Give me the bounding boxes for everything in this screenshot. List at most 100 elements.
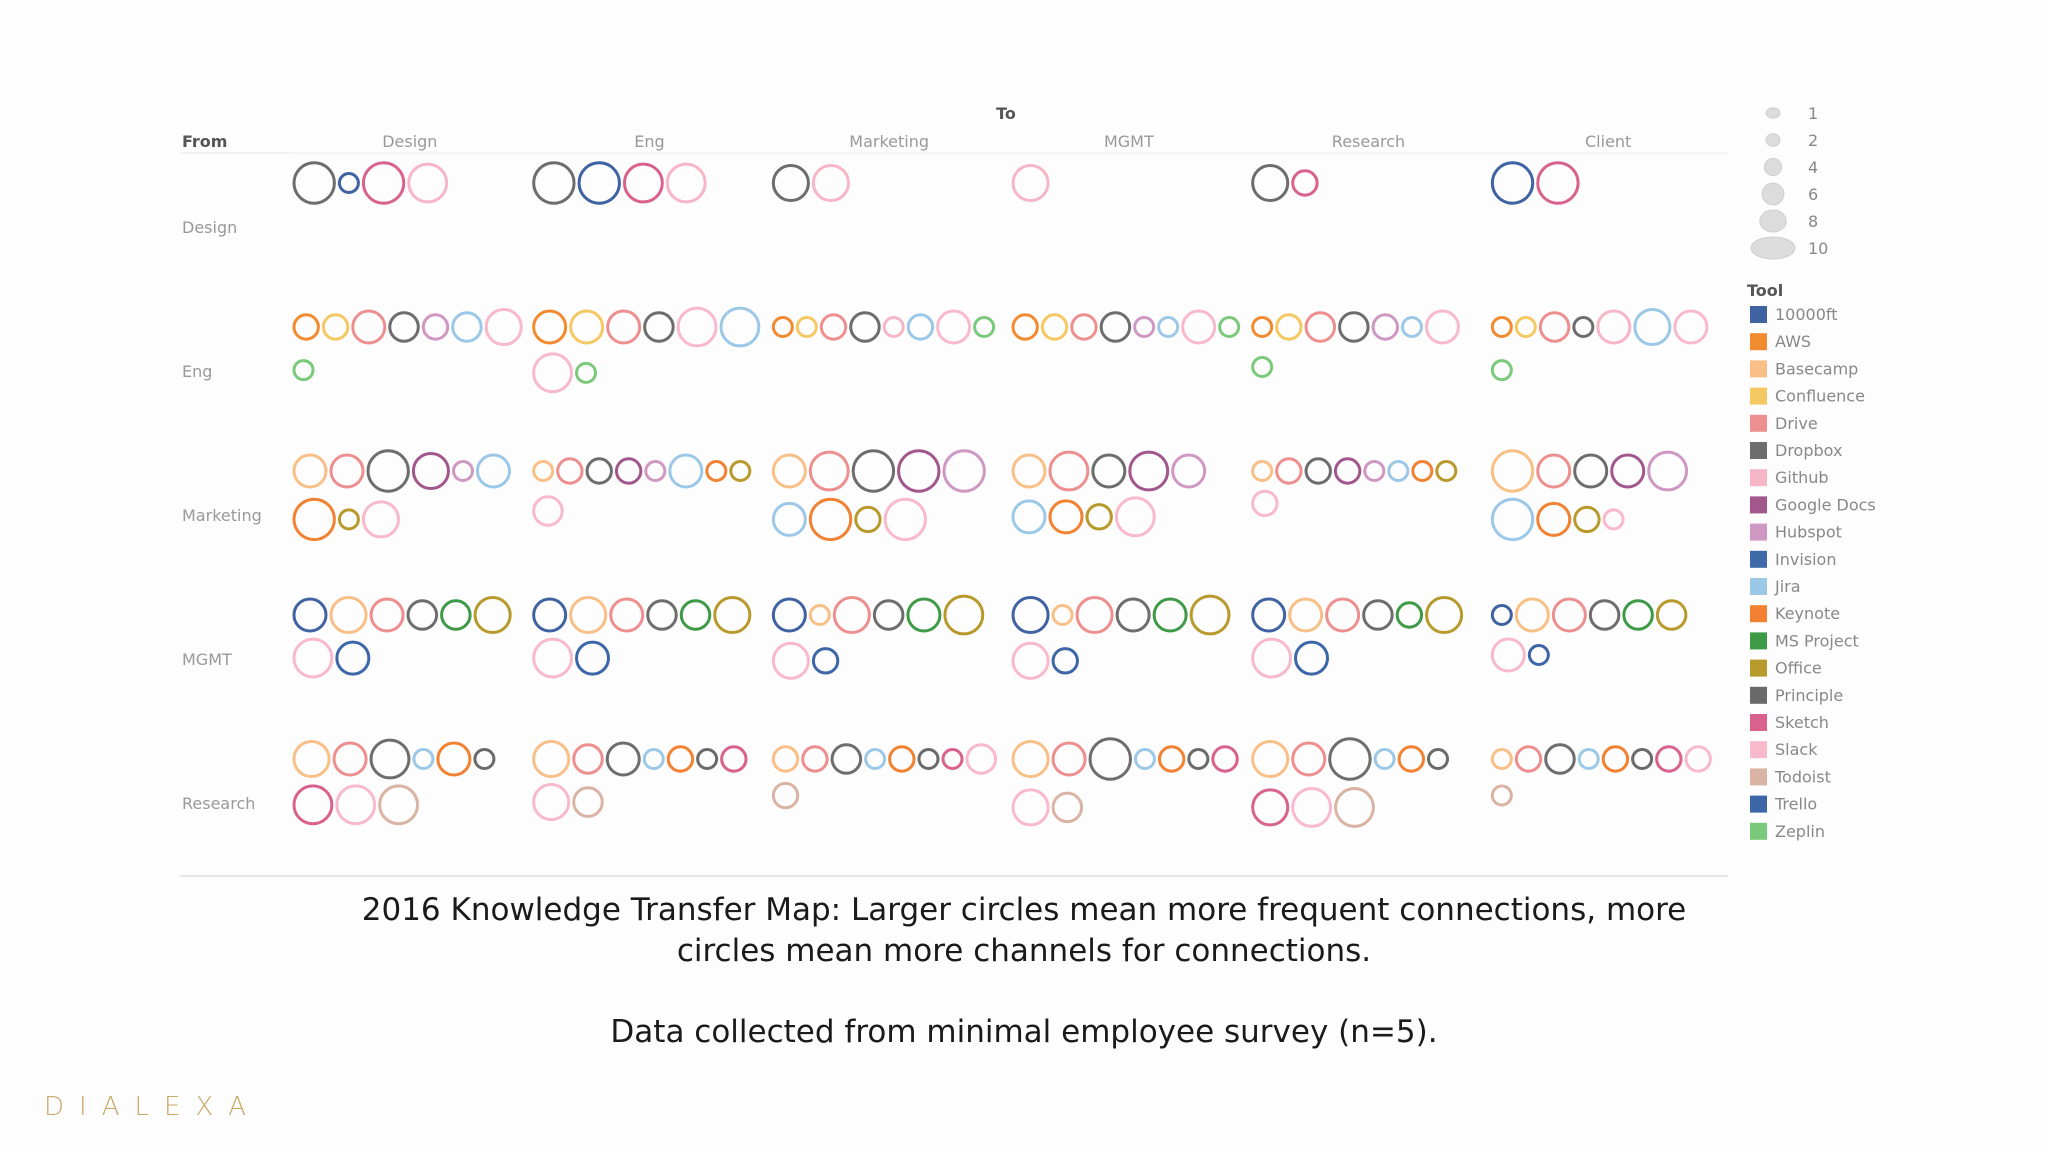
mark-mgmt-to-design-slack-6 bbox=[292, 637, 334, 679]
tool-label-confluence: Confluence bbox=[1775, 387, 1865, 406]
mark-research-to-mgmt-sketch-6 bbox=[1211, 745, 1239, 773]
mark-design-to-marketing-dropbox-0 bbox=[771, 163, 810, 203]
mark-marketing-to-marketing-office-7 bbox=[854, 505, 882, 534]
tool-swatch-google-docs bbox=[1750, 496, 1767, 514]
mark-eng-to-marketing-github-4 bbox=[882, 316, 905, 338]
size-legend-swatch-10 bbox=[1750, 236, 1796, 260]
size-legend-label-10: 10 bbox=[1808, 239, 1828, 258]
mark-mgmt-to-mgmt-slack-6 bbox=[1011, 641, 1050, 680]
mark-eng-to-eng-aws-0 bbox=[532, 309, 568, 345]
mark-research-to-marketing-dropbox-2 bbox=[830, 743, 863, 775]
mark-research-to-client-jira-3 bbox=[1577, 748, 1600, 770]
mark-eng-to-marketing-drive-2 bbox=[819, 313, 848, 341]
tool-label-sketch: Sketch bbox=[1775, 713, 1829, 732]
mark-design-to-eng-10000ft-1 bbox=[577, 161, 621, 205]
tool-swatch-aws bbox=[1750, 333, 1767, 351]
mark-research-to-design-jira-3 bbox=[412, 748, 435, 770]
tool-swatch-todoist bbox=[1750, 768, 1767, 786]
size-legend-label-2: 2 bbox=[1808, 131, 1818, 150]
mark-marketing-to-design-drive-1 bbox=[329, 453, 365, 489]
row-label-research: Research bbox=[182, 794, 255, 813]
mark-research-to-mgmt-dropbox-2 bbox=[1088, 737, 1132, 781]
mark-eng-to-research-drive-2 bbox=[1304, 311, 1337, 343]
mark-eng-to-marketing-confluence-1 bbox=[795, 316, 818, 338]
mark-marketing-to-eng-hubspot-4 bbox=[644, 460, 667, 482]
mark-research-to-design-sketch-6 bbox=[292, 784, 334, 826]
mark-mgmt-to-research-10000ft-0 bbox=[1251, 597, 1287, 633]
mark-research-to-eng-slack-7 bbox=[532, 783, 571, 822]
tool-label-todoist: Todoist bbox=[1774, 767, 1831, 786]
mark-research-to-mgmt-drive-1 bbox=[1051, 741, 1087, 777]
mark-research-to-eng-todoist-8 bbox=[572, 786, 604, 818]
tool-label-principle: Principle bbox=[1775, 686, 1843, 705]
mark-mgmt-to-eng-office-5 bbox=[713, 595, 752, 635]
mark-marketing-to-research-google-docs-3 bbox=[1333, 457, 1362, 485]
mark-research-to-marketing-sketch-6 bbox=[941, 748, 964, 770]
mark-marketing-to-marketing-jira-5 bbox=[771, 501, 807, 537]
mark-eng-to-design-drive-2 bbox=[351, 309, 387, 345]
mark-marketing-to-marketing-drive-1 bbox=[808, 450, 850, 492]
mark-eng-to-marketing-jira-5 bbox=[906, 313, 935, 341]
mark-marketing-to-client-keynote-6 bbox=[1536, 501, 1572, 537]
mark-mgmt-to-mgmt-dropbox-3 bbox=[1115, 597, 1151, 633]
mark-eng-to-research-slack-6 bbox=[1424, 309, 1460, 345]
mark-marketing-to-mgmt-google-docs-3 bbox=[1128, 450, 1170, 492]
mark-eng-to-design-jira-5 bbox=[451, 311, 483, 343]
mark-marketing-to-research-slack-8 bbox=[1251, 489, 1279, 518]
size-legend-label-1: 1 bbox=[1808, 104, 1818, 123]
mark-design-to-research-dropbox-0 bbox=[1251, 163, 1290, 203]
mark-eng-to-client-jira-5 bbox=[1633, 307, 1672, 347]
mark-eng-to-marketing-slack-6 bbox=[936, 309, 972, 345]
mark-mgmt-to-client-10000ft-0 bbox=[1490, 604, 1513, 626]
tool-swatch-ms-project bbox=[1750, 632, 1767, 650]
mark-eng-to-eng-zeplin-7 bbox=[575, 361, 598, 384]
mark-eng-to-client-dropbox-3 bbox=[1572, 316, 1595, 338]
mark-mgmt-to-client-trello-7 bbox=[1527, 644, 1550, 666]
mark-eng-to-research-zeplin-7 bbox=[1251, 356, 1274, 378]
mark-mgmt-to-design-10000ft-0 bbox=[292, 597, 328, 633]
mark-marketing-to-design-office-7 bbox=[337, 508, 360, 531]
tool-swatch-github bbox=[1750, 469, 1767, 487]
mark-research-to-research-keynote-4 bbox=[1397, 745, 1426, 773]
tool-label-trello: Trello bbox=[1774, 795, 1817, 814]
mark-marketing-to-research-office-7 bbox=[1435, 460, 1458, 482]
mark-marketing-to-eng-google-docs-3 bbox=[614, 457, 643, 485]
tool-swatch-dropbox bbox=[1750, 442, 1767, 459]
mark-eng-to-research-jira-5 bbox=[1400, 316, 1423, 338]
size-legend-swatch-4 bbox=[1763, 157, 1783, 177]
mark-marketing-to-eng-jira-5 bbox=[668, 453, 704, 489]
tool-swatch-zeplin bbox=[1750, 822, 1767, 840]
mark-marketing-to-design-slack-8 bbox=[361, 500, 400, 539]
tool-swatch-sketch bbox=[1750, 714, 1767, 731]
mark-mgmt-to-client-ms-project-4 bbox=[1622, 599, 1654, 631]
mark-eng-to-eng-confluence-1 bbox=[569, 309, 605, 345]
mark-marketing-to-marketing-basecamp-0 bbox=[771, 453, 807, 489]
tool-label-basecamp: Basecamp bbox=[1775, 359, 1858, 378]
mark-marketing-to-eng-drive-1 bbox=[556, 457, 584, 485]
tool-label-dropbox: Dropbox bbox=[1775, 441, 1842, 460]
tool-label-github: Github bbox=[1775, 468, 1829, 487]
caption-line-1: 2016 Knowledge Transfer Map: Larger circ… bbox=[361, 892, 1687, 928]
mark-research-to-marketing-drive-1 bbox=[801, 745, 829, 773]
mark-design-to-eng-dropbox-0 bbox=[532, 161, 576, 205]
mark-mgmt-to-mgmt-basecamp-1 bbox=[1051, 604, 1074, 626]
mark-design-to-research-sketch-1 bbox=[1291, 169, 1319, 197]
mark-marketing-to-client-basecamp-0 bbox=[1490, 449, 1535, 493]
mark-mgmt-to-research-dropbox-3 bbox=[1362, 599, 1394, 631]
mark-eng-to-client-zeplin-7 bbox=[1490, 359, 1513, 382]
mark-marketing-to-design-keynote-6 bbox=[292, 497, 336, 542]
mark-marketing-to-mgmt-keynote-6 bbox=[1048, 499, 1084, 535]
row-label-marketing: Marketing bbox=[182, 506, 262, 525]
mark-marketing-to-marketing-dropbox-2 bbox=[851, 449, 896, 493]
mark-research-to-client-dropbox-2 bbox=[1544, 743, 1576, 775]
mark-mgmt-to-marketing-office-5 bbox=[943, 594, 985, 636]
col-label-mgmt: MGMT bbox=[1104, 132, 1154, 151]
survey-note: Data collected from minimal employee sur… bbox=[610, 1014, 1438, 1050]
mark-research-to-mgmt-todoist-8 bbox=[1051, 791, 1084, 824]
mark-eng-to-mgmt-slack-6 bbox=[1181, 309, 1217, 345]
row-label-design: Design bbox=[182, 218, 237, 237]
mark-research-to-eng-jira-3 bbox=[642, 748, 665, 770]
tool-label-aws: AWS bbox=[1775, 332, 1811, 351]
mark-mgmt-to-mgmt-ms-project-4 bbox=[1152, 597, 1188, 633]
mark-marketing-to-eng-basecamp-0 bbox=[532, 460, 555, 482]
